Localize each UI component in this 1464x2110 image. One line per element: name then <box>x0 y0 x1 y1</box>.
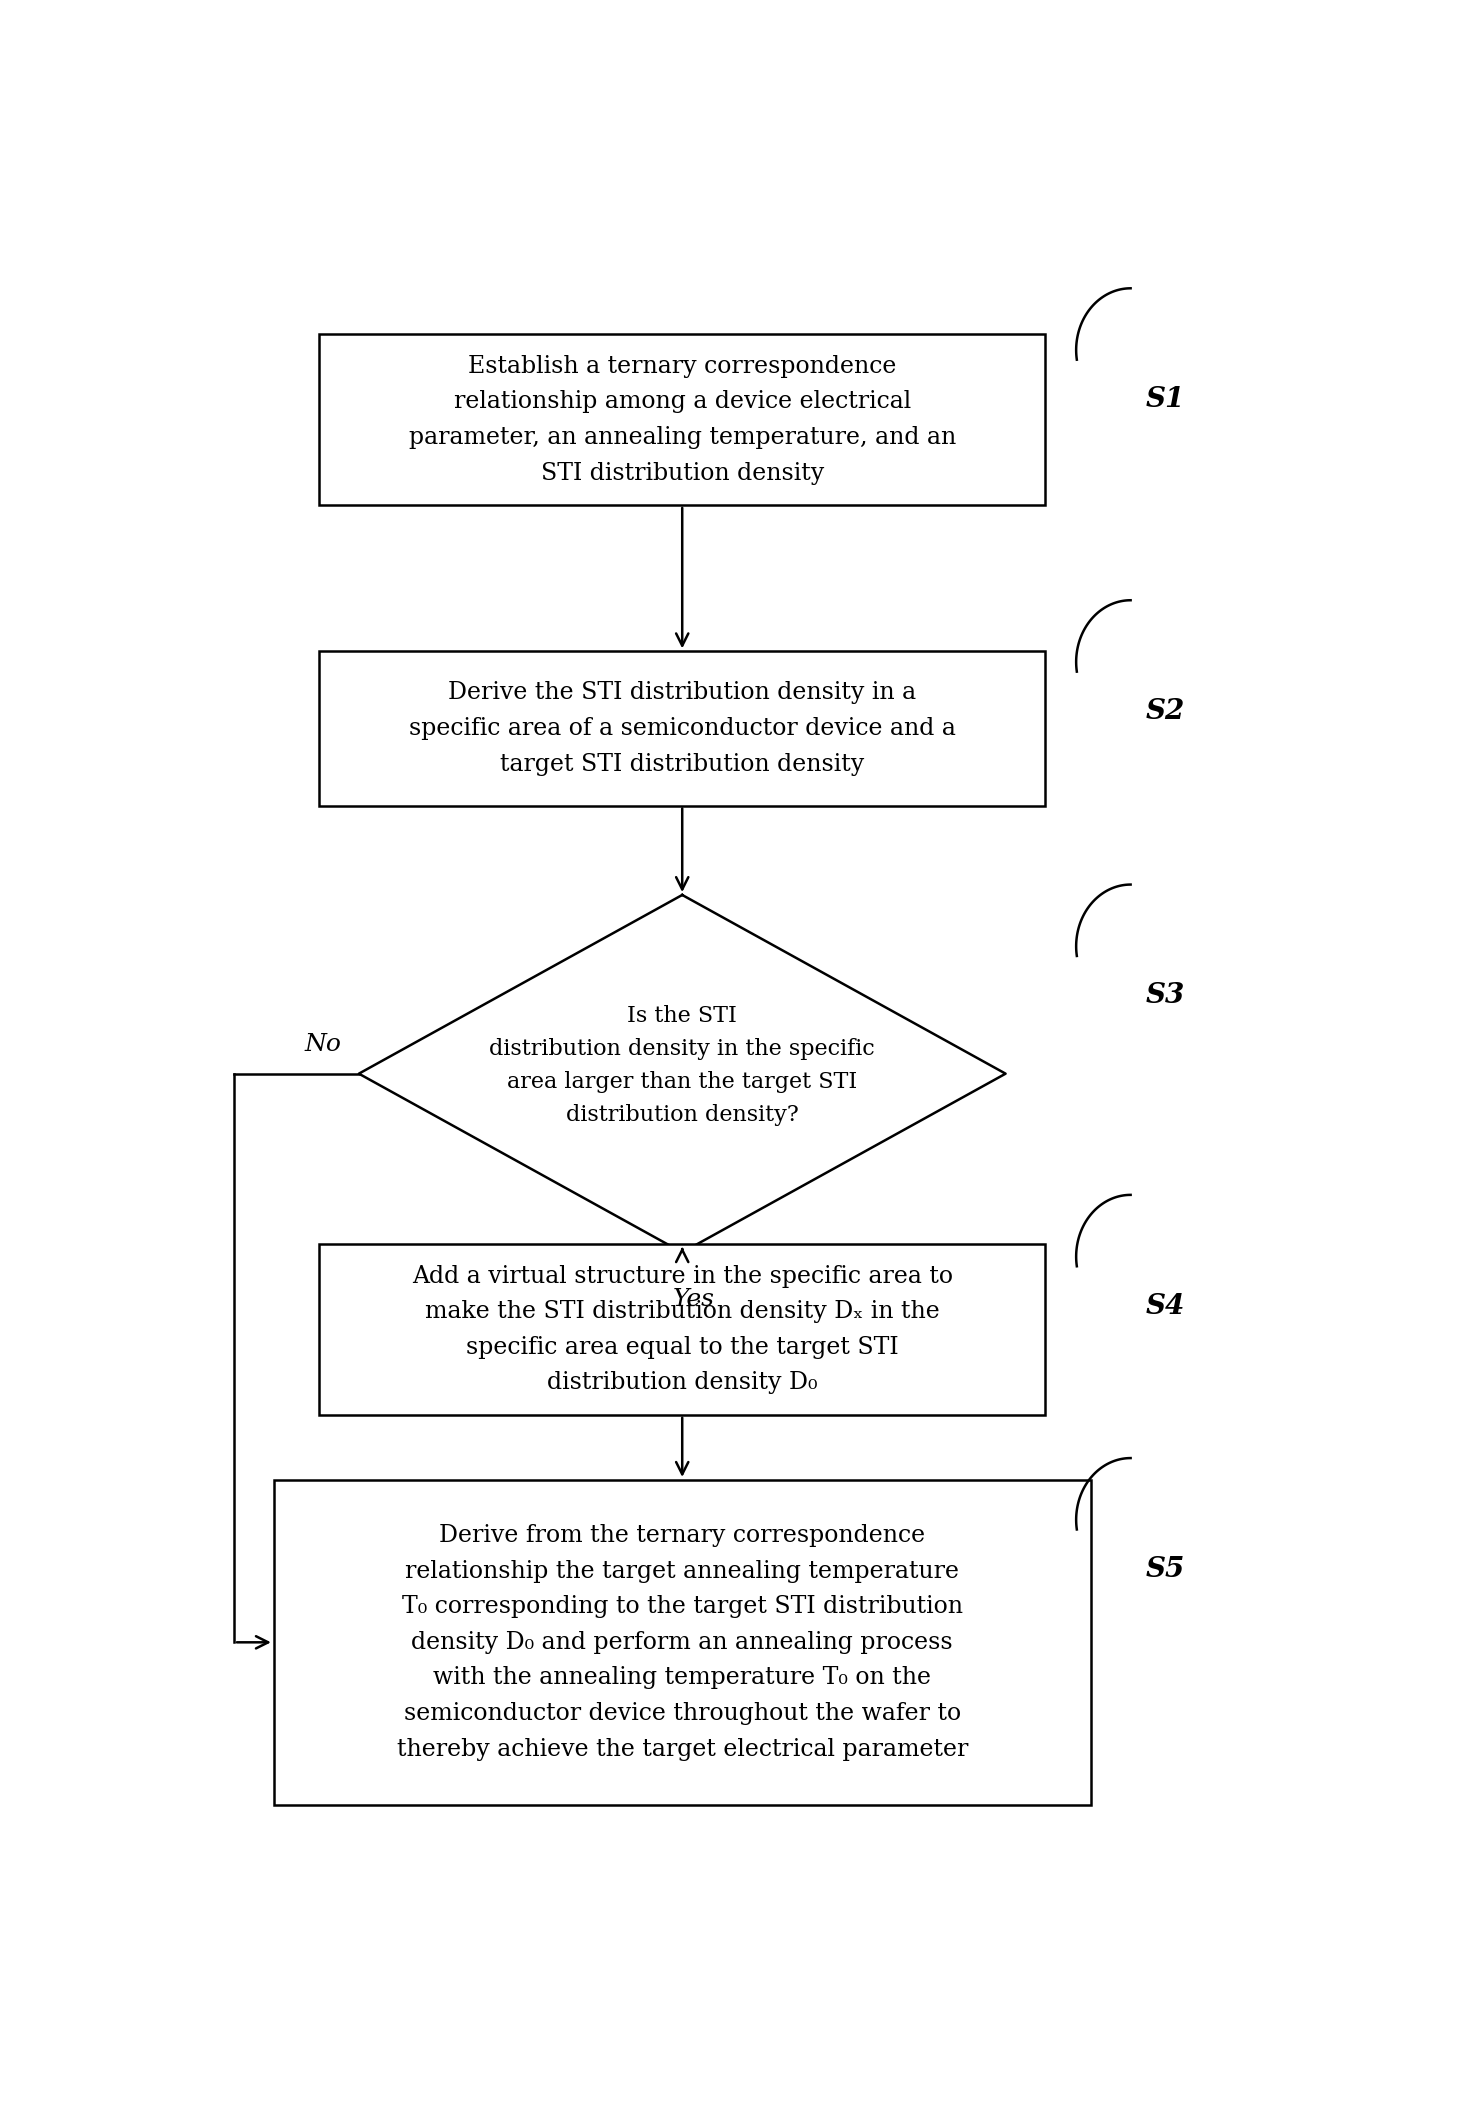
Text: Derive the STI distribution density in a
specific area of a semiconductor device: Derive the STI distribution density in a… <box>408 682 956 776</box>
Text: Establish a ternary correspondence
relationship among a device electrical
parame: Establish a ternary correspondence relat… <box>408 354 956 485</box>
FancyBboxPatch shape <box>274 1479 1091 1804</box>
FancyBboxPatch shape <box>319 335 1045 504</box>
Text: Derive from the ternary correspondence
relationship the target annealing tempera: Derive from the ternary correspondence r… <box>397 1523 968 1760</box>
FancyBboxPatch shape <box>319 652 1045 806</box>
Text: Add a virtual structure in the specific area to
make the STI distribution densit: Add a virtual structure in the specific … <box>411 1264 953 1395</box>
Text: Is the STI
distribution density in the specific
area larger than the target STI
: Is the STI distribution density in the s… <box>489 1004 875 1127</box>
FancyBboxPatch shape <box>319 1245 1045 1416</box>
Text: S3: S3 <box>1145 981 1184 1009</box>
Text: S1: S1 <box>1145 386 1184 414</box>
Text: S2: S2 <box>1145 698 1184 726</box>
Text: No: No <box>305 1034 343 1055</box>
Text: Yes: Yes <box>672 1287 714 1310</box>
Text: S4: S4 <box>1145 1293 1184 1319</box>
Text: S5: S5 <box>1145 1555 1184 1582</box>
